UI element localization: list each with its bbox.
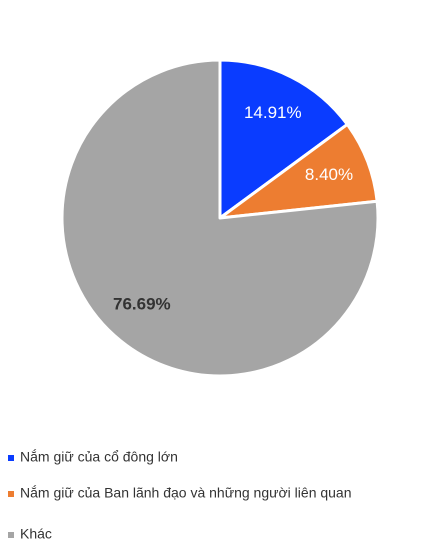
legend-label: Khác <box>20 526 52 542</box>
legend-marker <box>8 532 14 538</box>
legend-marker <box>8 455 14 461</box>
legend-label: Nắm giữ của Ban lãnh đạo và những người … <box>20 485 352 501</box>
value-label: 8.40% <box>305 165 353 184</box>
value-label: 14.91% <box>244 103 302 122</box>
legend-marker <box>8 491 14 497</box>
legend-label: Nắm giữ của cổ đông lớn <box>20 449 178 465</box>
pie-slice <box>60 58 380 378</box>
value-label: 76.69% <box>113 294 171 313</box>
pie-slice <box>218 58 349 220</box>
